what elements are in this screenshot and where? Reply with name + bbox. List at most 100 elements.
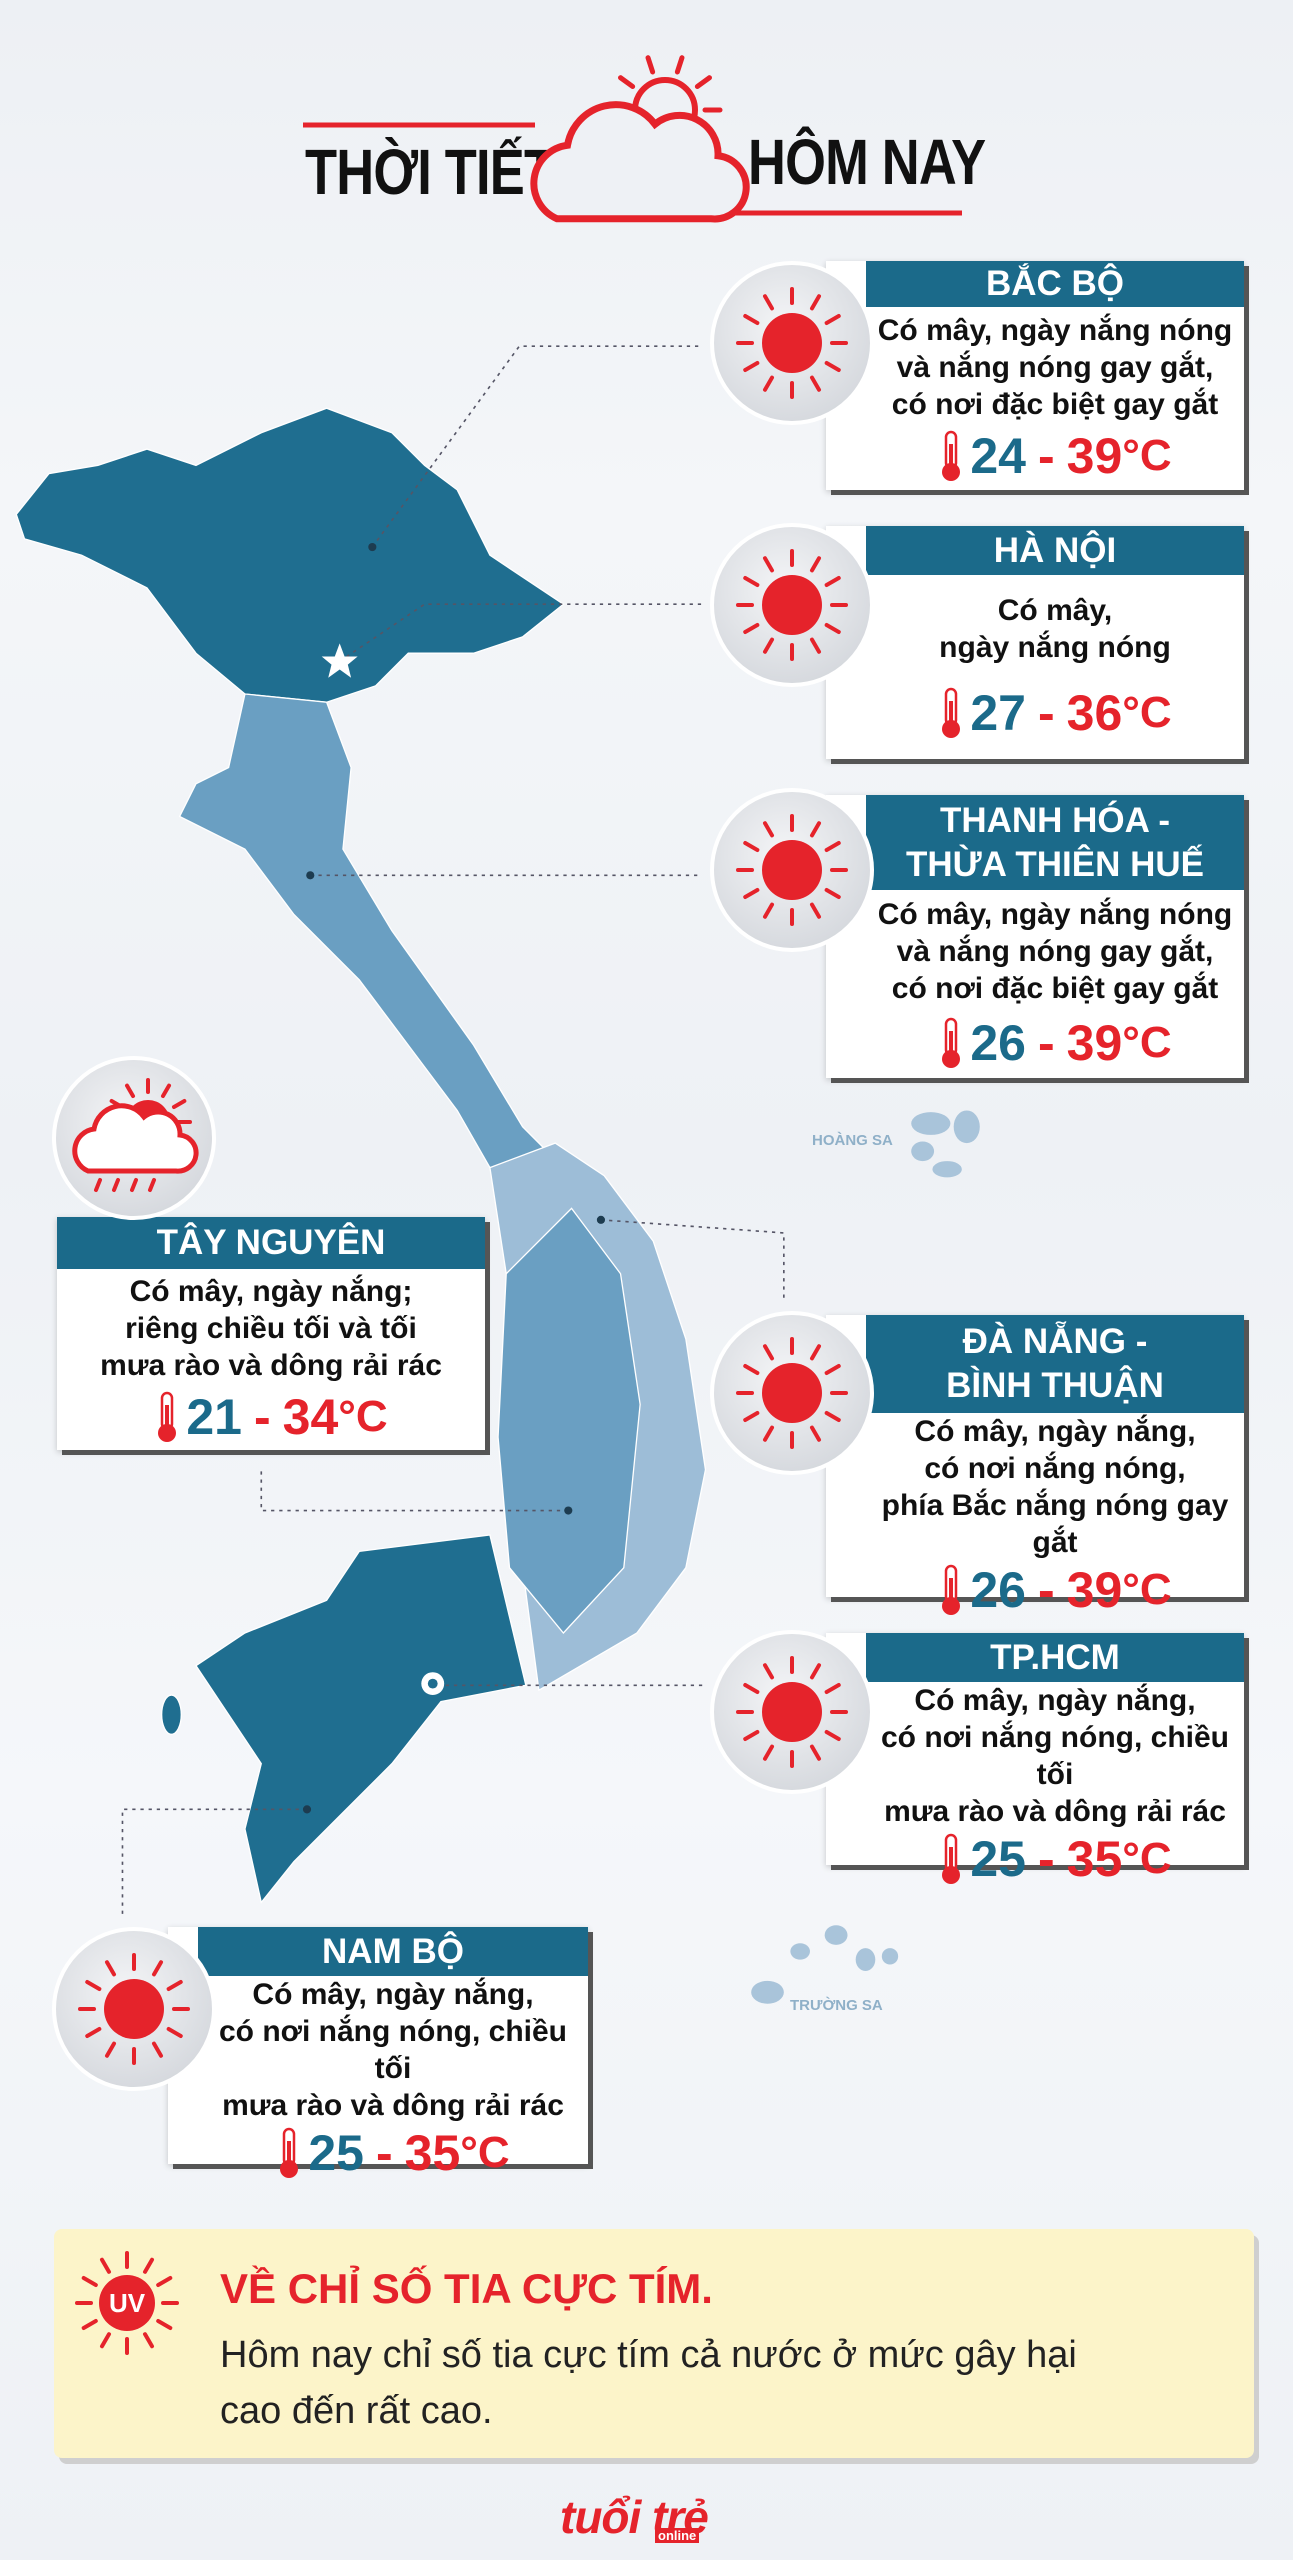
region-body: Có mây, ngày nắng nóng 27-36 °C [826,575,1244,759]
description: Có mây, ngày nắng nóng và nắng nóng gay g… [878,896,1232,1007]
uv-line: cao đến rất cao. [220,2390,493,2432]
description-line: và nắng nóng gay gắt, [896,935,1214,969]
region-card: THANH HÓA - THỪA THIÊN HUẾ Có mây, ngày nắ… [826,795,1244,1078]
temp-separator: - [375,2125,393,2181]
connectors [121,345,785,1919]
region-card: TP.HCM Có mây, ngày nắng, có nơi nắng nóng… [826,1633,1244,1887]
region-name-line: THANH HÓA - [939,800,1171,840]
description-line: Có mây, ngày nắng, [252,1978,534,2011]
temp-unit: °C [1122,1565,1172,1614]
thermo-bulb [942,719,961,738]
logo: tuổi trẻ online [560,2490,709,2544]
temp-unit: °C [1122,687,1172,737]
temp-high: 39 [1066,428,1123,485]
description-line: Có mây, ngày nắng, [914,1415,1196,1448]
temp-low: 26 [970,1014,1026,1071]
description: Có mây, ngày nắng, có nơi nắng nóng, phía … [866,1413,1244,1561]
temp-high: 36 [1066,684,1123,741]
thermo-bulb [158,1424,177,1442]
thermo-bulb [942,1866,961,1884]
temperature: 26-39 °C [938,1561,1172,1619]
temp-unit: °C [460,2128,510,2177]
region-name-line: HÀ NỘI [993,531,1117,570]
thermometer [280,2127,299,2178]
truong-sa-islands [751,1925,899,2004]
description-line: Có mây, ngày nắng nóng [877,313,1233,347]
region-name: TP.HCM [866,1633,1244,1682]
temperature: 25-35 °C [938,1830,1172,1888]
uv-line: Hôm nay chỉ số tia cực tím cả nước ở mức… [220,2334,1077,2376]
temp-separator: - [1037,684,1055,741]
temp-separator: - [1037,1014,1055,1071]
logo-sub: online [655,2528,700,2543]
island [161,1694,182,1735]
thermo-bulb [280,2160,299,2178]
region-name: TÂY NGUYÊN [57,1217,485,1269]
hoang-sa-islands [911,1110,980,1178]
temp-low: 24 [970,428,1026,485]
temp-unit: °C [1122,1834,1172,1883]
thermo-fill [949,1847,954,1873]
hcm-marker-dot [427,1678,438,1689]
description-line: Có mây, ngày nắng nóng [877,898,1233,932]
region-name-line: THỪA THIÊN HUẾ [905,844,1204,884]
thermo-bulb [942,463,961,482]
temp-high: 39 [1066,1562,1123,1618]
map-label: TRƯỜNG SA [790,1996,883,2014]
description: Có mây, ngày nắng, có nơi nắng nóng, chiề… [866,1682,1244,1830]
region-body: Có mây, ngày nắng, có nơi nắng nóng, chiề… [826,1682,1244,1887]
temp-low: 26 [970,1562,1026,1618]
region-name-line: TP.HCM [990,1638,1120,1677]
temp-unit: °C [1122,1017,1172,1067]
description: Có mây, ngày nắng; riêng chiều tối và tối… [100,1273,442,1384]
description-line: ngày nắng nóng [939,631,1171,665]
region-name: NAM BỘ [198,1927,588,1976]
region-card: TÂY NGUYÊN Có mây, ngày nắng; riêng chiều … [57,1217,485,1450]
temp-unit: °C [338,1392,388,1441]
region-name-line: ĐÀ NẴNG - [962,1322,1148,1361]
north-central-region [178,693,557,1169]
south-region [195,1534,527,1904]
thermo-fill [949,1030,954,1057]
thermo-fill [165,1405,170,1431]
region-card: NAM BỘ Có mây, ngày nắng, có nơi nắng nóng… [168,1927,588,2181]
description: Có mây, ngày nắng nóng và nắng nóng gay g… [878,312,1232,423]
region-body: Có mây, ngày nắng, có nơi nắng nóng, chiề… [168,1976,588,2181]
description-line: Có mây, ngày nắng, [914,1684,1196,1717]
region-card: ĐÀ NẴNG - BÌNH THUẬN Có mây, ngày nắng, có … [826,1315,1244,1618]
temp-high: 35 [1066,1831,1123,1887]
description-line: và nắng nóng gay gắt, [896,350,1214,384]
thermometer [942,1564,961,1615]
description: Có mây, ngày nắng, có nơi nắng nóng, chiề… [198,1976,588,2124]
uv-title: VỀ CHỈ SỐ TIA CỰC TÍM. [220,2265,713,2312]
temp-low: 27 [970,684,1026,741]
temp-high: 34 [282,1389,339,1445]
thermometer [942,1833,961,1884]
description-line: có nơi đặc biệt gay gắt [891,972,1219,1006]
temperature: 21-34 °C [154,1388,388,1446]
thermometer [942,1017,961,1068]
description-line: riêng chiều tối và tối [125,1312,417,1345]
temp-separator: - [1037,1831,1055,1887]
temperature: 26-39 °C [938,1014,1172,1072]
title-left: THỜI TIẾT [305,136,556,208]
region-body: Có mây, ngày nắng; riêng chiều tối và tối… [57,1269,485,1450]
highlands-region [497,1207,641,1634]
temp-separator: - [1037,428,1055,485]
region-card: BẮC BỘ Có mây, ngày nắng nóng và nắng nóng… [826,261,1244,490]
region-name: THANH HÓA - THỪA THIÊN HUẾ [866,795,1244,890]
region-name-line: BẮC BỘ [985,264,1125,303]
temperature: 24-39 °C [938,427,1172,485]
description: Có mây, ngày nắng nóng [939,592,1171,666]
description-line: phía Bắc nắng nóng gay gắt [881,1489,1229,1559]
temp-high: 35 [404,2125,461,2181]
thermo-bulb [942,1049,961,1068]
temp-low: 21 [186,1389,242,1445]
temp-unit: °C [1122,431,1172,481]
region-name-line: BÌNH THUẬN [946,1366,1164,1405]
uv-box: VỀ CHỈ SỐ TIA CỰC TÍM. Hôm nay chỉ số ti… [54,2229,1254,2458]
description-line: có nơi nắng nóng, [924,1452,1186,1485]
thermometer [942,431,961,482]
map-label: HOÀNG SA [812,1132,893,1149]
